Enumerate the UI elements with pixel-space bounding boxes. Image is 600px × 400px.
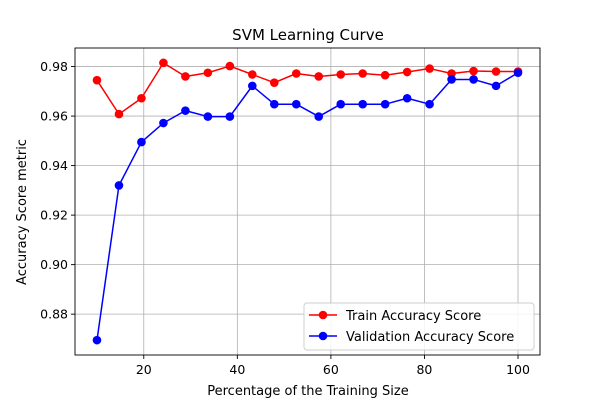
series-validation-point (114, 181, 124, 190)
series-validation-point (203, 112, 213, 121)
series-train-point (92, 75, 102, 85)
y-tick-label: 0.96 (40, 109, 68, 124)
legend-train-marker (318, 310, 328, 320)
series-validation-point (291, 99, 301, 109)
y-tick-label: 0.92 (40, 208, 68, 223)
series-validation-point (491, 81, 501, 91)
series-train-point (159, 58, 168, 68)
ticks: 20 40 60 80 100 0.88 0.90 0.92 0.94 0.96 0.98 (40, 59, 530, 377)
series-train-point (314, 72, 324, 81)
series-train-point (336, 70, 346, 79)
x-tick-label: 20 (136, 362, 152, 377)
series-train-point (181, 72, 190, 81)
series-train-point (491, 67, 501, 76)
legend-validation-marker (318, 331, 328, 341)
series-validation-point (336, 99, 346, 109)
series-validation-point (358, 99, 368, 109)
series-train-point (358, 69, 368, 78)
series-validation-point (314, 112, 324, 121)
series-train-point (269, 78, 279, 87)
series-train-point (291, 69, 301, 78)
plot-frame (74, 47, 541, 356)
series-validation-point (425, 99, 434, 109)
series-train-point (114, 109, 124, 119)
series-validation-point (402, 93, 412, 103)
y-tick-label: 0.88 (40, 307, 68, 322)
series-train-point (425, 64, 434, 73)
series-validation-point (225, 112, 235, 121)
series-validation-point (181, 106, 190, 115)
y-axis-label: Accuracy Score metric (15, 139, 30, 285)
series-layer (92, 58, 523, 345)
series-validation (92, 68, 523, 345)
chart-title: SVM Learning Curve (232, 26, 384, 44)
y-tick-label: 0.94 (40, 158, 68, 173)
x-axis-label: Percentage of the Training Size (207, 384, 409, 399)
y-tick-label: 0.90 (40, 257, 68, 272)
x-tick-label: 80 (416, 362, 432, 377)
series-train-point (247, 70, 257, 79)
series-validation-point (380, 99, 390, 109)
y-tick-label: 0.98 (40, 59, 68, 74)
series-validation-point (92, 335, 102, 345)
x-tick-label: 60 (323, 362, 339, 377)
x-tick-label: 40 (229, 362, 245, 377)
series-train-point (225, 61, 235, 71)
series-train-point (203, 68, 213, 78)
grid (75, 48, 540, 355)
series-train-point (469, 66, 478, 76)
series-validation-point (137, 137, 146, 147)
series-validation-point (269, 99, 279, 109)
legend-box (303, 302, 535, 351)
series-validation-point (469, 75, 478, 84)
x-tick-label: 100 (506, 362, 530, 377)
series-validation-point (513, 68, 523, 78)
series-validation-point (447, 75, 456, 84)
series-train-point (137, 93, 146, 103)
series-validation-point (159, 118, 168, 128)
legend-validation-label: Validation Accuracy Score (346, 330, 514, 345)
series-train-point (402, 67, 412, 77)
legend-train-label: Train Accuracy Score (345, 309, 481, 324)
series-validation-point (247, 81, 257, 91)
series-train-point (447, 69, 456, 78)
legend: Train Accuracy Score Validation Accuracy… (303, 302, 535, 351)
series-train-point (380, 70, 390, 80)
